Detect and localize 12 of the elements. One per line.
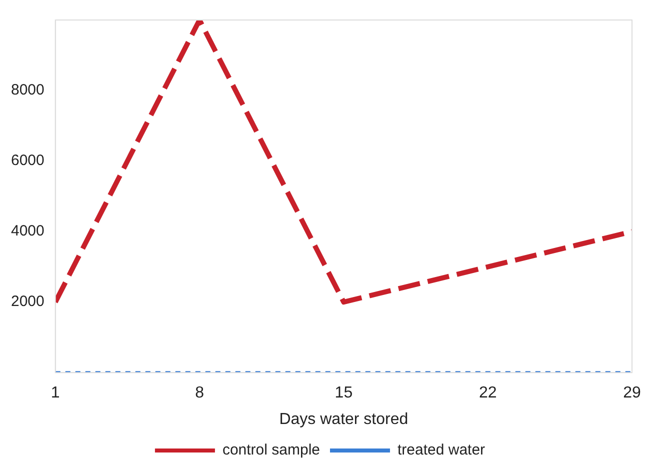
x-tick-label: 22 [478,384,497,402]
legend-label: treated water [398,442,486,459]
x-tick-label: 15 [334,384,353,402]
y-tick-label: 4000 [10,222,44,240]
x-tick-label: 1 [50,384,60,402]
x-tick-label: 8 [195,384,204,402]
legend-label: control sample [222,442,320,459]
y-tick-label: 8000 [10,82,44,99]
y-tick-label: 2000 [10,293,44,310]
y-tick-label: 6000 [10,152,44,170]
x-axis-title: Days water stored [279,410,408,428]
x-tick-label: 29 [623,384,641,402]
